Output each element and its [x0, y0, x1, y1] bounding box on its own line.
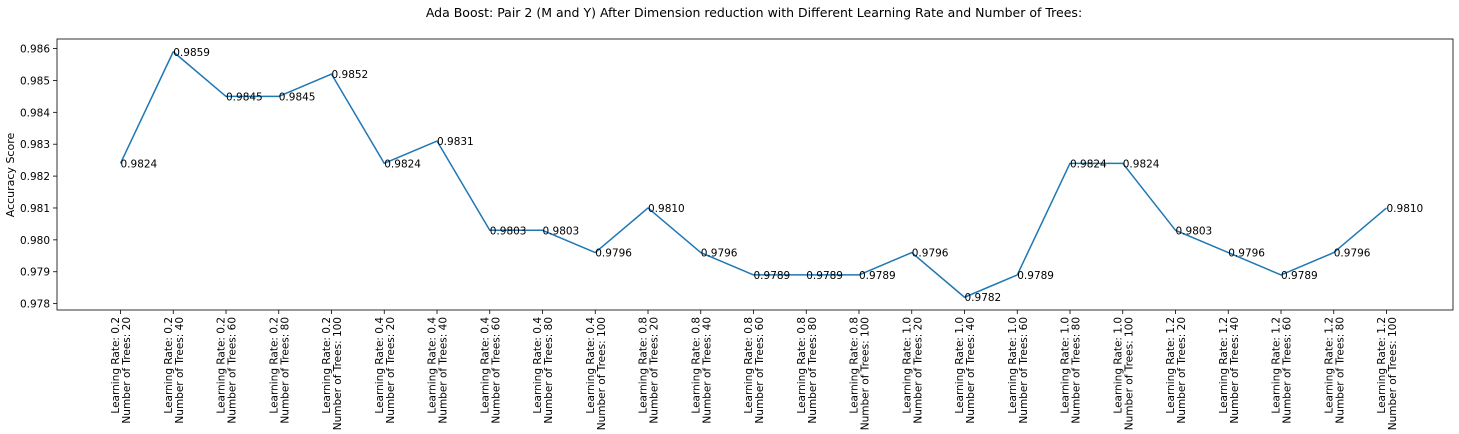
x-tick-label: Learning Rate: 1.0Number of Trees: 60: [1007, 317, 1030, 424]
x-tick-label: Learning Rate: 1.2Number of Trees: 40: [1218, 317, 1241, 424]
plot-frame: [56, 38, 1454, 311]
x-tick-label: Learning Rate: 0.4Number of Trees: 100: [585, 317, 608, 431]
data-label: 0.9796: [1334, 248, 1371, 260]
data-label: 0.9789: [1281, 270, 1318, 282]
data-label: 0.9831: [437, 136, 474, 148]
series-line: [119, 51, 1387, 298]
data-label: 0.9824: [1123, 158, 1160, 170]
x-tick-label: Learning Rate: 1.2Number of Trees: 100: [1376, 317, 1399, 430]
x-tick-label: Learning Rate: 0.8Number of Trees: 20: [638, 317, 661, 424]
x-tick-label: Learning Rate: 0.8Number of Trees: 80: [796, 317, 819, 424]
y-tick-label: 0.983: [20, 139, 50, 151]
y-axis-label: Accuracy Score: [4, 133, 17, 218]
data-label: 0.9810: [1387, 203, 1424, 215]
y-tick-label: 0.984: [20, 107, 50, 119]
x-tick-label: Learning Rate: 1.0Number of Trees: 20: [901, 317, 924, 424]
x-tick-label: Learning Rate: 1.0Number of Trees: 100: [1112, 317, 1135, 430]
data-label: 0.9803: [543, 225, 580, 237]
x-tick-label: Learning Rate: 0.4Number of Trees: 20: [374, 317, 397, 424]
x-tick-label: Learning Rate: 0.8Number of Trees: 100: [849, 317, 872, 430]
data-label: 0.9796: [912, 248, 949, 260]
data-label: 0.9803: [490, 225, 527, 237]
y-tick-label: 0.980: [20, 235, 50, 247]
data-label: 0.9796: [701, 248, 738, 260]
x-tick-label: Learning Rate: 0.2Number of Trees: 80: [268, 317, 291, 424]
data-label: 0.9782: [965, 292, 1002, 304]
data-label: 0.9824: [1070, 158, 1107, 170]
data-label: 0.9803: [1176, 225, 1213, 237]
x-tick-label: Learning Rate: 0.8Number of Trees: 60: [743, 317, 766, 424]
data-label: 0.9789: [859, 270, 896, 282]
data-label: 0.9789: [754, 270, 791, 282]
y-tick-label: 0.978: [20, 299, 50, 311]
x-tick-label: Learning Rate: 0.2Number of Trees: 20: [110, 317, 133, 424]
x-tick-label: Learning Rate: 1.2Number of Trees: 80: [1323, 317, 1346, 424]
data-label: 0.9852: [332, 69, 369, 81]
data-label: 0.9796: [1228, 248, 1265, 260]
y-tick-label: 0.986: [20, 44, 50, 56]
x-tick-label: Learning Rate: 1.2Number of Trees: 20: [1165, 317, 1188, 424]
x-tick-label: Learning Rate: 0.8Number of Trees: 40: [690, 317, 713, 424]
data-label: 0.9845: [226, 91, 263, 103]
data-label: 0.9824: [384, 158, 421, 170]
x-tick-label: Learning Rate: 0.4Number of Trees: 80: [532, 317, 555, 424]
x-tick-label: Learning Rate: 0.2Number of Trees: 40: [163, 317, 186, 424]
data-label: 0.9789: [1017, 270, 1054, 282]
x-tick-label: Learning Rate: 1.0Number of Trees: 80: [1060, 317, 1083, 424]
data-label: 0.9810: [648, 203, 685, 215]
data-label: 0.9789: [806, 270, 843, 282]
plot-area: 0.978 0.979 0.980 0.981 0.982 0.983 0.984 0.985…: [20, 38, 1454, 431]
x-tick-label: Learning Rate: 0.4Number of Trees: 60: [479, 317, 502, 424]
data-label: 0.9824: [121, 158, 158, 170]
y-tick-label: 0.985: [20, 75, 50, 87]
data-label: 0.9796: [595, 248, 632, 260]
data-label: 0.9845: [279, 91, 316, 103]
x-tick-label: Learning Rate: 0.2Number of Trees: 60: [216, 317, 239, 424]
y-tick-label: 0.982: [20, 171, 50, 183]
y-tick-label: 0.981: [20, 203, 50, 215]
y-tick-label: 0.979: [20, 267, 50, 279]
x-tick-label: Learning Rate: 1.0Number of Trees: 40: [954, 317, 977, 424]
data-label: 0.9859: [173, 47, 210, 59]
x-tick-label: Learning Rate: 0.4Number of Trees: 40: [427, 317, 450, 424]
x-tick-label: Learning Rate: 1.2Number of Trees: 60: [1271, 317, 1294, 424]
chart-title: Ada Boost: Pair 2 (M and Y) After Dimens…: [426, 5, 1082, 20]
x-tick-label: Learning Rate: 0.2Number of Trees: 100: [321, 317, 344, 430]
